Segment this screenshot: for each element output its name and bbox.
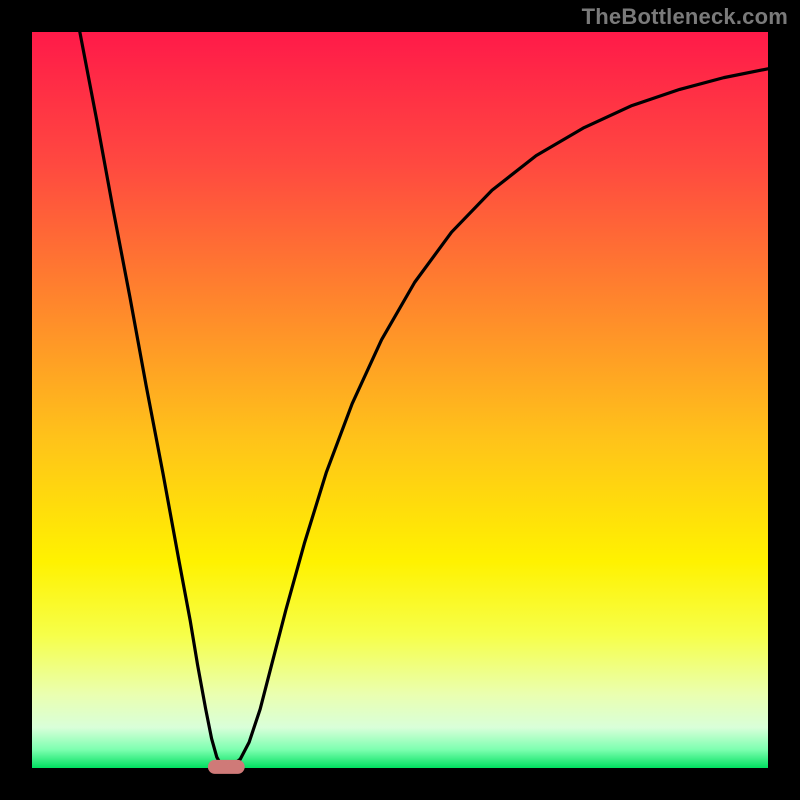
chart-container: TheBottleneck.com [0,0,800,800]
optimal-point-marker [208,760,245,774]
plot-area [32,32,768,768]
bottleneck-chart [0,0,800,800]
watermark-text: TheBottleneck.com [582,4,788,30]
